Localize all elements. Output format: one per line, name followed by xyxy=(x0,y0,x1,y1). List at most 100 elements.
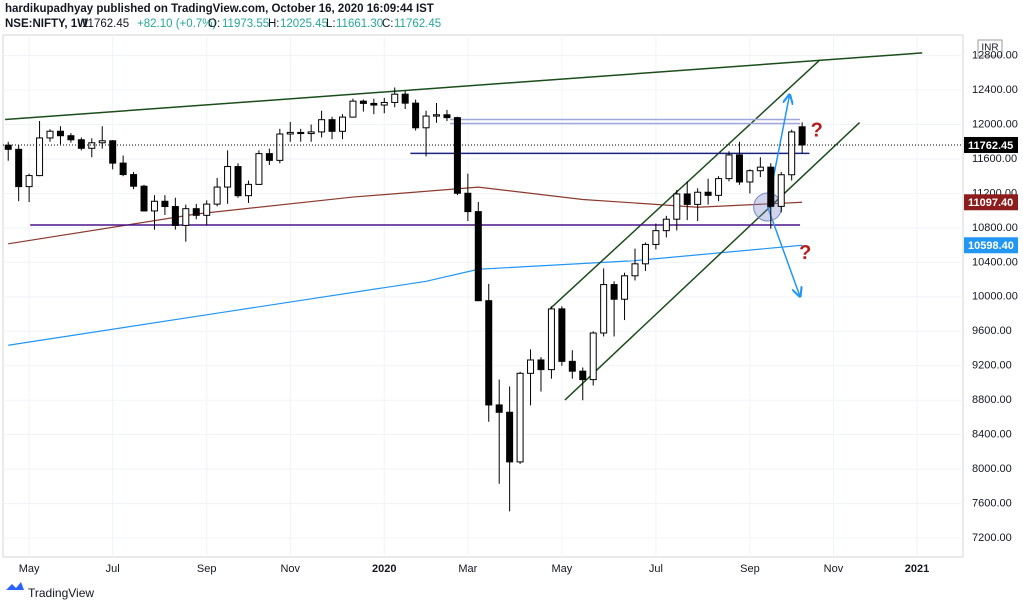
candle-body xyxy=(349,100,357,118)
y-tick-label: 8800.00 xyxy=(972,394,1012,406)
h-value: 12025.45 xyxy=(280,18,328,30)
symbol: NSE:NIFTY, 1W xyxy=(5,18,88,30)
candle-body xyxy=(297,131,305,135)
annotation: ? xyxy=(811,120,823,142)
candle-body xyxy=(67,135,75,141)
candle-body xyxy=(474,211,482,302)
arrow xyxy=(766,206,800,296)
candle-body xyxy=(662,218,670,232)
candle-body xyxy=(704,191,712,196)
price-tag xyxy=(964,194,1018,211)
candle-body xyxy=(558,308,566,362)
candle-body xyxy=(161,200,169,208)
trend-line xyxy=(5,52,923,121)
price-tag xyxy=(964,136,1018,153)
candle-body xyxy=(777,174,785,207)
candle-body xyxy=(725,154,733,180)
candle-body xyxy=(756,166,764,172)
candle-body xyxy=(610,284,618,300)
candle-body xyxy=(621,275,629,300)
plot-frame xyxy=(2,34,964,558)
candle-body xyxy=(46,130,54,139)
x-tick-label: May xyxy=(551,563,572,575)
candle-body xyxy=(98,140,106,144)
candle-body xyxy=(798,126,806,146)
y-tick-label: 7200.00 xyxy=(972,532,1012,544)
brand: TradingView xyxy=(28,586,94,600)
x-tick-label: Sep xyxy=(740,563,760,575)
c-label: C: xyxy=(382,18,394,30)
candle-body xyxy=(182,208,190,226)
currency-box xyxy=(977,39,1003,57)
y-tick-label: 9200.00 xyxy=(972,360,1012,372)
candle-body xyxy=(359,100,367,104)
price-tag-label: 10598.40 xyxy=(968,240,1014,252)
candle-body xyxy=(495,404,503,413)
y-tick-label: 10000.00 xyxy=(972,291,1018,303)
y-tick-label: 7600.00 xyxy=(972,497,1012,509)
candle-body xyxy=(673,193,681,220)
candle-body xyxy=(25,175,33,188)
candle-body xyxy=(370,102,378,106)
candle-body xyxy=(265,153,273,161)
candle-body xyxy=(453,117,461,194)
byline: hardikupadhyay published on TradingView.… xyxy=(5,3,434,15)
annotation: ? xyxy=(799,242,811,264)
x-tick-label: Nov xyxy=(280,563,300,575)
trend-line xyxy=(564,121,861,401)
x-tick-label: Mar xyxy=(458,563,477,575)
candle-body xyxy=(568,360,576,372)
x-tick-label: 2020 xyxy=(372,563,396,575)
candle-body xyxy=(88,142,96,149)
x-tick-label: May xyxy=(19,563,40,575)
candle-body xyxy=(276,133,284,161)
c-value: 11762.45 xyxy=(394,18,441,30)
candle-body xyxy=(56,130,64,137)
candle-body xyxy=(516,372,524,463)
candle-body xyxy=(213,186,221,205)
candle-body xyxy=(600,284,608,334)
change: +82.10 (+0.7%) xyxy=(137,18,216,30)
y-tick-label: 10800.00 xyxy=(972,222,1018,234)
y-tick-label: 12000.00 xyxy=(972,118,1018,130)
x-tick-label: Sep xyxy=(197,563,217,575)
x-tick-label: Nov xyxy=(824,563,844,575)
candle-body xyxy=(224,166,232,188)
candle-body xyxy=(140,185,148,212)
candle-body xyxy=(391,93,399,103)
candle-body xyxy=(171,206,179,226)
o-value: 11973.55 xyxy=(222,18,269,30)
candle-body xyxy=(746,170,754,183)
y-tick-label: 10400.00 xyxy=(972,256,1018,268)
h-label: H: xyxy=(268,18,280,30)
candle-body xyxy=(234,166,242,197)
candle-body xyxy=(694,191,702,205)
o-label: O: xyxy=(208,18,220,30)
candle-body xyxy=(589,332,597,381)
l-value: 11661.30 xyxy=(336,18,383,30)
y-tick-label: 12400.00 xyxy=(972,84,1018,96)
price-tag xyxy=(964,237,1018,254)
candle-body xyxy=(77,139,85,149)
y-tick-label: 11600.00 xyxy=(972,153,1017,165)
candle-body xyxy=(579,370,587,381)
l-label: L: xyxy=(326,18,336,30)
candle-body xyxy=(547,308,555,371)
candle-body xyxy=(318,119,326,133)
candle-body xyxy=(788,131,796,176)
candle-body xyxy=(130,174,138,187)
y-tick-label: 9600.00 xyxy=(972,325,1012,337)
candle-body xyxy=(119,162,127,176)
candle-body xyxy=(767,166,775,207)
candle-body xyxy=(433,114,441,117)
last-price: 11762.45 xyxy=(82,18,129,30)
candle-body xyxy=(36,137,44,177)
candle-body xyxy=(527,359,535,374)
price-tag-label: 11097.40 xyxy=(968,197,1013,209)
x-tick-label: 2021 xyxy=(905,563,929,575)
candle-body xyxy=(338,116,346,132)
candle-body xyxy=(109,140,117,164)
x-tick-label: Jul xyxy=(106,563,120,575)
header: hardikupadhyay published on TradingView.… xyxy=(5,3,441,30)
candle-body xyxy=(244,183,252,197)
